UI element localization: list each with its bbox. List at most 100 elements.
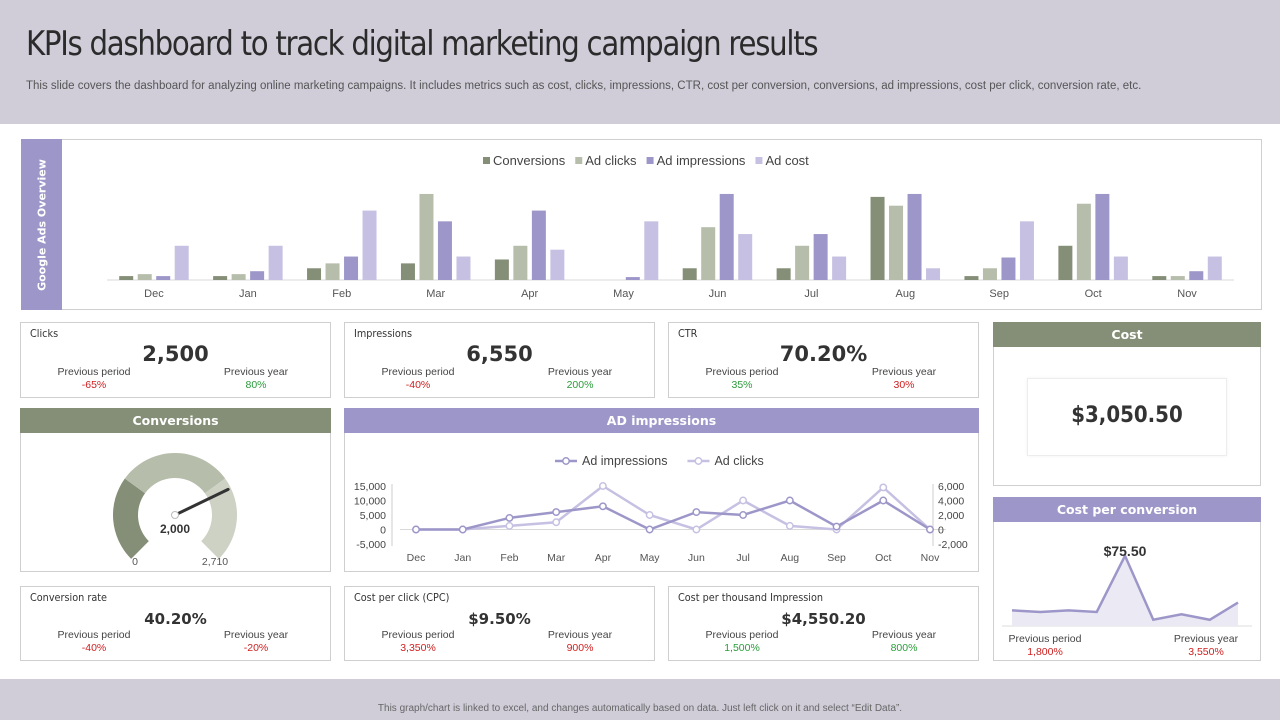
google-ads-bar-chart: Conversions Ad clicks Ad impressions Ad cos…	[107, 153, 1234, 300]
bar-ad-impressions-aug	[907, 193, 922, 280]
point-ad-clicks-mar	[552, 518, 561, 527]
conversion-rate-prev-year-value: -20%	[243, 642, 269, 654]
cpconv-prev-period-value: 1,800%	[1027, 646, 1063, 658]
cpconv-prev-year-label: Previous year	[1173, 633, 1239, 645]
point-ad-clicks-aug	[785, 521, 794, 530]
ctr-value: 70.20%	[779, 342, 868, 366]
right-tick-3: 0	[938, 525, 944, 537]
bar-conversions-apr	[494, 259, 509, 280]
x-tick-sep: Sep	[827, 552, 846, 564]
bar-ad-impressions-dec	[156, 276, 171, 280]
bar-ad-impressions-feb	[344, 256, 359, 280]
conversions-gauge: 2,000 0 2,710	[113, 453, 237, 568]
x-tick-jun: Jun	[709, 288, 727, 300]
google-ads-overview-panel	[21, 139, 1262, 310]
point-ad-impressions-feb	[505, 513, 514, 522]
bar-conversions-dec	[119, 276, 134, 280]
legend-swatch-1	[575, 157, 583, 164]
point-ad-clicks-oct	[879, 483, 888, 492]
point-ad-impressions-may	[645, 525, 654, 534]
conversions-title: Conversions	[20, 408, 331, 433]
x-tick-mar: Mar	[426, 288, 445, 300]
cpconv-prev-year-value: 3,550%	[1188, 646, 1224, 658]
area-fill	[1012, 555, 1238, 626]
impressions-prev-year-label: Previous year	[547, 366, 613, 378]
x-tick-nov: Nov	[1177, 288, 1197, 300]
x-tick-sep: Sep	[989, 288, 1009, 300]
legend-label-3: Ad cost	[765, 153, 809, 168]
series-line-ad-impressions	[416, 499, 931, 531]
clicks-prev-year-value: 80%	[245, 379, 267, 391]
x-tick-apr: Apr	[521, 288, 538, 300]
point-ad-impressions-mar	[552, 508, 561, 517]
point-ad-impressions-apr	[598, 502, 607, 511]
bar-ad-impressions-oct	[1095, 193, 1110, 280]
cost-per-conversion-area-chart: $75.50	[1002, 543, 1252, 627]
impressions-prev-period-value: -40%	[405, 379, 431, 391]
point-ad-impressions-aug	[785, 496, 794, 505]
gauge-min-label: 0	[132, 556, 138, 568]
point-ad-impressions-jul	[739, 511, 748, 519]
x-tick-jul: Jul	[804, 288, 818, 300]
page-title: KPIs dashboard to track digital marketin…	[26, 24, 819, 64]
x-tick-may: May	[613, 288, 634, 300]
legend-swatch-2	[646, 157, 654, 164]
cpm-prev-period-value: 1,500%	[724, 642, 760, 654]
bar-ad-clicks-oct	[1076, 203, 1091, 280]
bar-ad-clicks-dec	[137, 274, 152, 280]
conversion-rate-prev-period-label: Previous period	[57, 629, 131, 641]
conversion-rate-label: Conversion rate	[30, 591, 108, 604]
legend-label-1: Ad clicks	[714, 454, 763, 468]
impressions-card: Impressions 6,550 Previous period -40% P…	[344, 322, 655, 398]
cpm-value: $4,550.20	[781, 610, 866, 628]
right-tick-2: 2,000	[938, 510, 964, 522]
bar-ad-cost-apr	[550, 249, 565, 280]
conversions-panel	[20, 408, 331, 572]
point-ad-impressions-jun	[692, 508, 701, 517]
bar-ad-cost-jun	[738, 234, 753, 280]
left-tick-0: 15,000	[354, 481, 386, 493]
point-ad-impressions-jan	[458, 525, 467, 534]
bar-ad-clicks-aug	[889, 205, 904, 280]
bar-ad-clicks-mar	[419, 193, 434, 280]
cpm-prev-year-label: Previous year	[871, 629, 937, 641]
ctr-prev-year-value: 30%	[893, 379, 915, 391]
bar-conversions-jun	[682, 268, 697, 280]
impressions-value: 6,550	[466, 342, 533, 366]
x-tick-jan: Jan	[239, 288, 257, 300]
ctr-prev-period-value: 35%	[731, 379, 753, 391]
cpc-prev-period-value: 3,350%	[400, 642, 436, 654]
cpc-card: Cost per click (CPC) $9.50% Previous per…	[344, 586, 655, 661]
gauge-segment-mid	[124, 453, 226, 494]
bar-conversions-oct	[1058, 245, 1073, 280]
bar-conversions-aug	[870, 196, 885, 280]
cost-panel	[993, 322, 1261, 486]
x-tick-jul: Jul	[736, 552, 749, 564]
legend-label-1: Ad clicks	[585, 153, 637, 168]
point-ad-impressions-nov	[926, 525, 934, 534]
bar-ad-clicks-sep	[982, 268, 997, 280]
x-tick-apr: Apr	[595, 552, 612, 564]
gauge-needle	[173, 487, 230, 517]
bar-ad-impressions-apr	[531, 210, 546, 280]
footer-note: This graph/chart is linked to excel, and…	[377, 703, 903, 714]
page-subtitle: This slide covers the dashboard for anal…	[26, 80, 1142, 92]
ctr-prev-year-label: Previous year	[871, 366, 937, 378]
google-ads-overview-tab: Google Ads Overview	[21, 139, 62, 310]
clicks-prev-year-label: Previous year	[223, 366, 289, 378]
cost-title: Cost	[993, 322, 1261, 347]
cpc-value: $9.50%	[468, 610, 531, 628]
left-tick-3: 0	[380, 525, 386, 537]
ctr-label: CTR	[678, 327, 698, 340]
bar-ad-cost-nov	[1207, 256, 1222, 280]
legend-swatch-3	[755, 157, 763, 164]
legend-marker-1	[694, 457, 703, 465]
cpc-prev-year-value: 900%	[566, 642, 594, 654]
bar-ad-impressions-sep	[1001, 257, 1016, 280]
point-ad-impressions-sep	[832, 522, 841, 531]
bar-conversions-feb	[307, 268, 322, 280]
x-tick-jan: Jan	[454, 552, 471, 564]
point-ad-clicks-feb	[505, 521, 514, 530]
point-ad-clicks-jul	[739, 496, 748, 505]
impressions-prev-year-value: 200%	[566, 379, 594, 391]
